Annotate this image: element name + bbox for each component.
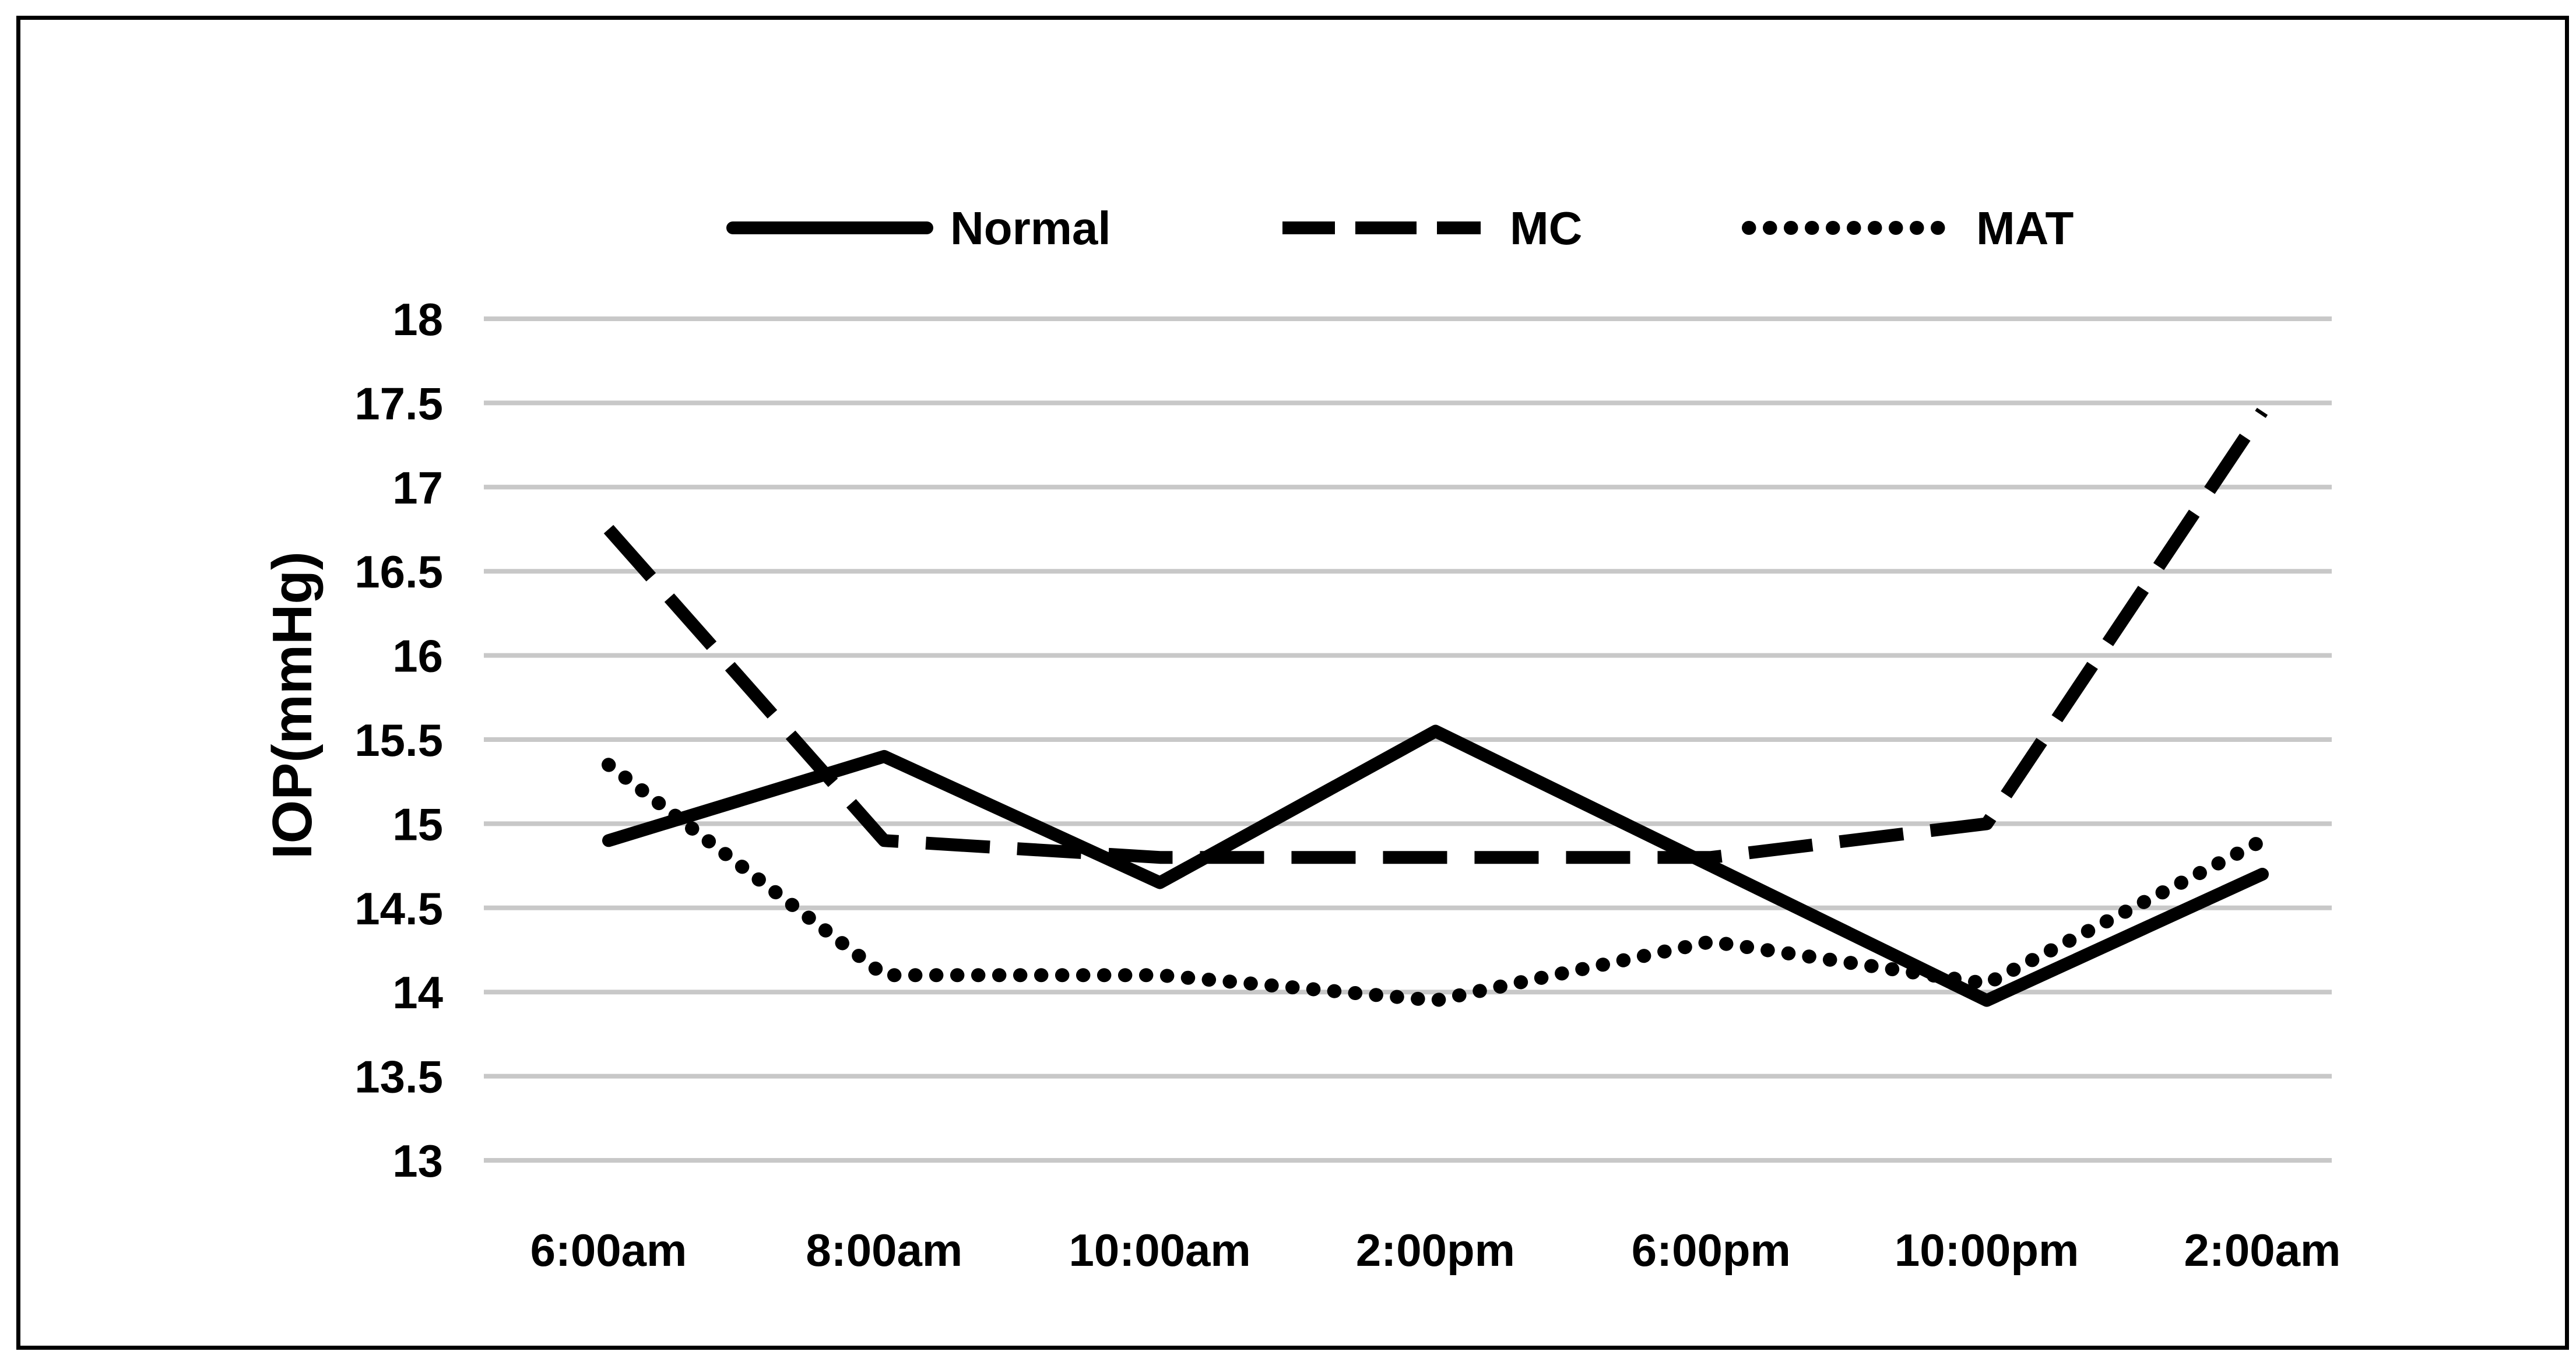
x-tick-label: 8:00am [806, 1224, 962, 1276]
y-tick-label: 13 [392, 1135, 443, 1187]
legend-label-mc: MC [1510, 202, 1582, 254]
x-tick-label: 2:00am [2184, 1224, 2341, 1276]
series-line-normal [602, 724, 2269, 1007]
x-tick-label: 6:00pm [1632, 1224, 1791, 1276]
y-tick-label: 18 [392, 294, 443, 345]
y-tick-label: 13.5 [354, 1051, 443, 1103]
chart-border [16, 16, 2569, 1350]
legend-label-normal: Normal [950, 202, 1111, 254]
y-tick-label: 16 [392, 631, 443, 682]
y-tick-label: 14.5 [354, 883, 443, 934]
y-tick-label: 15.5 [354, 715, 443, 766]
y-tick-label: 17.5 [354, 378, 443, 429]
y-tick-label: 15 [392, 798, 443, 850]
series-line-mc [603, 407, 2268, 864]
y-tick-label: 14 [392, 967, 443, 1018]
x-tick-label: 2:00pm [1356, 1224, 1515, 1276]
legend-label-mat: MAT [1976, 202, 2074, 254]
x-tick-label: 10:00am [1069, 1224, 1251, 1276]
x-tick-label: 10:00pm [1895, 1224, 2079, 1276]
y-tick-label: 17 [392, 462, 443, 513]
y-tick-label: 16.5 [354, 546, 443, 597]
x-tick-label: 6:00am [530, 1224, 687, 1276]
series-line-mat [602, 758, 2269, 1008]
